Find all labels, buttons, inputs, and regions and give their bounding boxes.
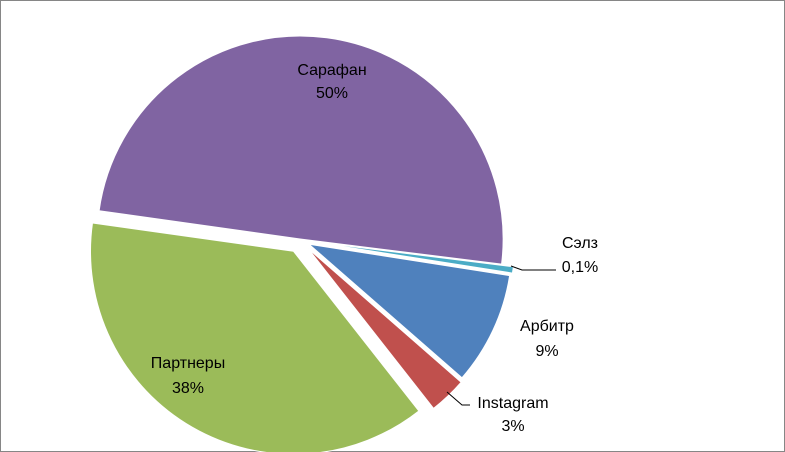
pie-slice-arbitr xyxy=(307,243,511,379)
slice-label-name-arbitr: Арбитр xyxy=(520,318,574,335)
slice-label-percent-instagram: 3% xyxy=(501,418,524,435)
pie-slice-partnery xyxy=(90,222,420,452)
pie-slice-instagram xyxy=(307,248,462,410)
pie-slices xyxy=(90,35,514,452)
slice-label-name-selz: Сэлз xyxy=(562,235,598,252)
leader-line-instagram xyxy=(446,391,470,406)
pie-slice-sarafan xyxy=(98,35,504,265)
slice-label-name-sarafan: Сарафан xyxy=(297,62,366,79)
slice-label-name-instagram: Instagram xyxy=(477,395,548,412)
slice-label-percent-partnery: 38% xyxy=(172,380,204,397)
leader-lines xyxy=(446,265,556,406)
slice-label-percent-selz: 0,1% xyxy=(562,259,598,276)
slice-label-name-partnery: Партнеры xyxy=(151,355,225,372)
slice-labels: Сарафан 50% Сэлз 0,1% Арбитр 9% Instagra… xyxy=(151,62,598,435)
slice-label-percent-arbitr: 9% xyxy=(535,343,558,360)
leader-line-selz xyxy=(510,265,556,271)
slice-label-percent-sarafan: 50% xyxy=(316,85,348,102)
